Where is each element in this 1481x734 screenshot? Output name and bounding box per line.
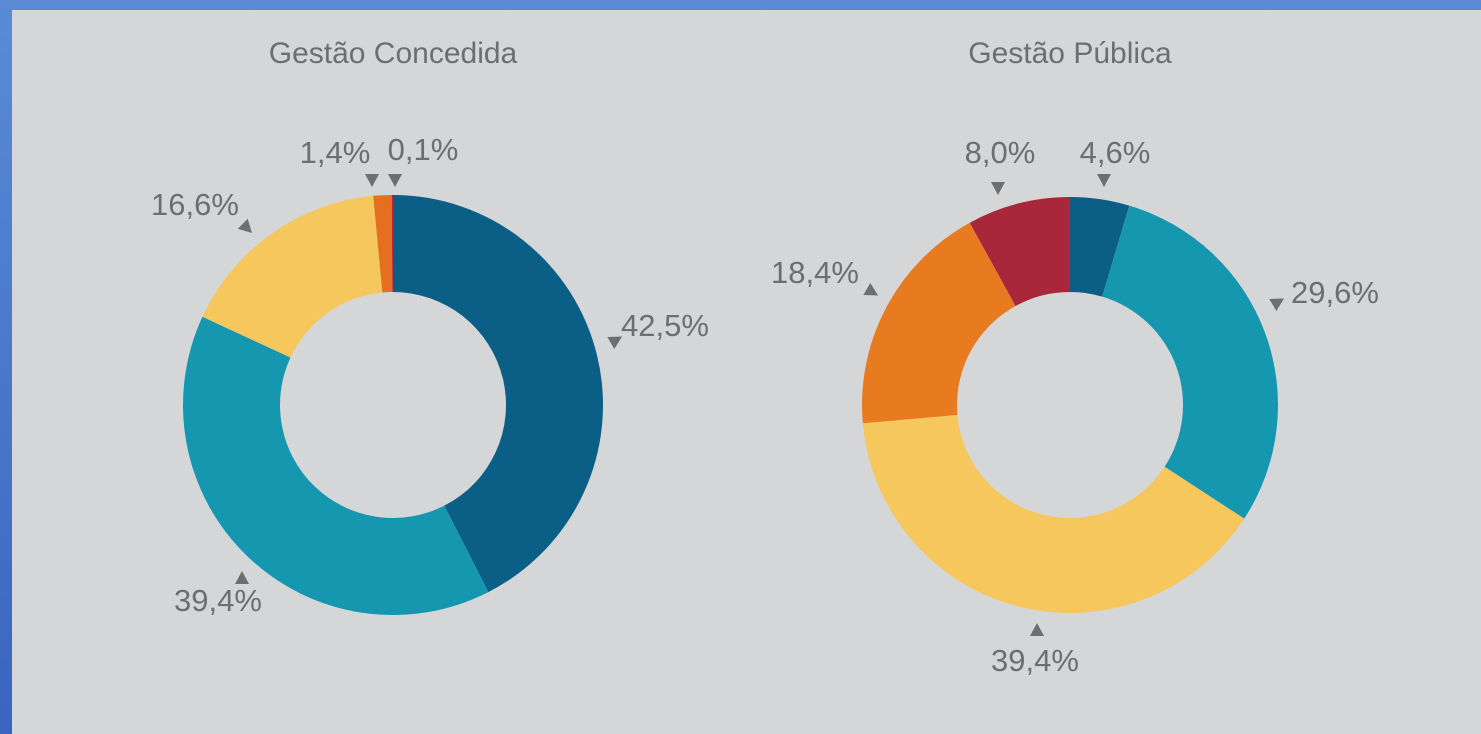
chart-title: Gestão Concedida: [269, 37, 518, 70]
pointer: [1097, 174, 1111, 187]
data-label: 8,0%: [965, 135, 1036, 170]
data-label: 39,4%: [174, 583, 262, 618]
pointer: [1269, 298, 1285, 312]
donut-segment: [182, 316, 489, 616]
pointer: [863, 282, 879, 296]
donut-segment: [1070, 197, 1130, 297]
data-label: 4,6%: [1080, 135, 1151, 170]
data-label: 29,6%: [1291, 275, 1379, 310]
data-label: 16,6%: [151, 187, 239, 222]
pointer: [235, 571, 249, 584]
data-label: 1,4%: [300, 135, 371, 170]
pointer: [607, 336, 623, 350]
pointer: [1030, 623, 1044, 636]
donut-segment: [1102, 205, 1278, 519]
donut-segment: [373, 195, 393, 293]
data-label: 18,4%: [771, 255, 859, 290]
data-label: 42,5%: [621, 308, 709, 343]
donut-segment: [391, 195, 393, 293]
data-label: 39,4%: [991, 643, 1079, 678]
pointer: [388, 174, 402, 187]
chart-title: Gestão Pública: [968, 37, 1172, 70]
donut-segment: [202, 195, 383, 358]
donut-segment: [393, 195, 604, 593]
donut-segment: [862, 222, 1016, 424]
donut-segment: [969, 197, 1070, 306]
pointer: [237, 218, 252, 233]
pointer: [991, 182, 1005, 195]
pointer: [365, 174, 379, 187]
donut-segment: [862, 414, 1245, 614]
data-label: 0,1%: [388, 132, 459, 167]
